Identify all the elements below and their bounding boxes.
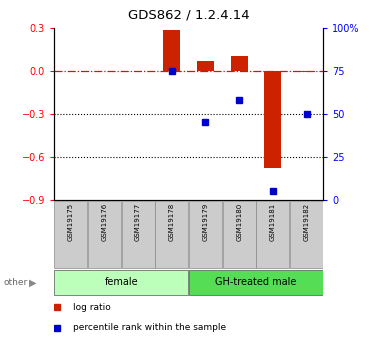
Text: GSM19180: GSM19180 [236,203,242,241]
FancyBboxPatch shape [256,201,290,268]
FancyBboxPatch shape [155,201,188,268]
Text: ▶: ▶ [29,278,36,288]
FancyBboxPatch shape [290,201,323,268]
Text: GSM19178: GSM19178 [169,203,175,241]
Text: GDS862 / 1.2.4.14: GDS862 / 1.2.4.14 [128,9,249,22]
FancyBboxPatch shape [122,201,155,268]
FancyBboxPatch shape [88,201,121,268]
Bar [264,71,281,168]
Text: other: other [4,278,28,287]
Bar [298,71,315,72]
FancyBboxPatch shape [223,201,256,268]
Bar [163,30,180,71]
Text: GSM19175: GSM19175 [68,203,74,241]
FancyBboxPatch shape [54,201,87,268]
Text: female: female [104,277,138,287]
Text: percentile rank within the sample: percentile rank within the sample [73,323,226,332]
FancyBboxPatch shape [54,270,188,295]
Text: GSM19181: GSM19181 [270,203,276,241]
Bar [197,61,214,71]
FancyBboxPatch shape [189,201,222,268]
Text: log ratio: log ratio [73,303,110,312]
Text: GSM19182: GSM19182 [303,203,310,241]
Text: GSM19177: GSM19177 [135,203,141,241]
FancyBboxPatch shape [189,270,323,295]
Text: GH-treated male: GH-treated male [215,277,297,287]
Text: GSM19179: GSM19179 [203,203,209,241]
Text: GSM19176: GSM19176 [101,203,107,241]
Bar [231,56,248,71]
